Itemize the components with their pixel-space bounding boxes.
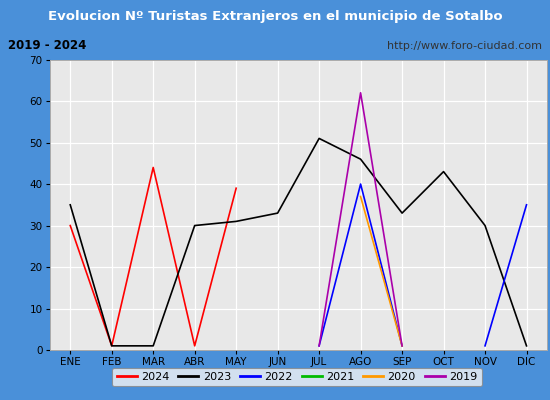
Text: http://www.foro-ciudad.com: http://www.foro-ciudad.com xyxy=(387,40,542,50)
Legend: 2024, 2023, 2022, 2021, 2020, 2019: 2024, 2023, 2022, 2021, 2020, 2019 xyxy=(112,368,482,386)
Text: Evolucion Nº Turistas Extranjeros en el municipio de Sotalbo: Evolucion Nº Turistas Extranjeros en el … xyxy=(48,10,502,23)
Text: 2019 - 2024: 2019 - 2024 xyxy=(8,39,86,52)
